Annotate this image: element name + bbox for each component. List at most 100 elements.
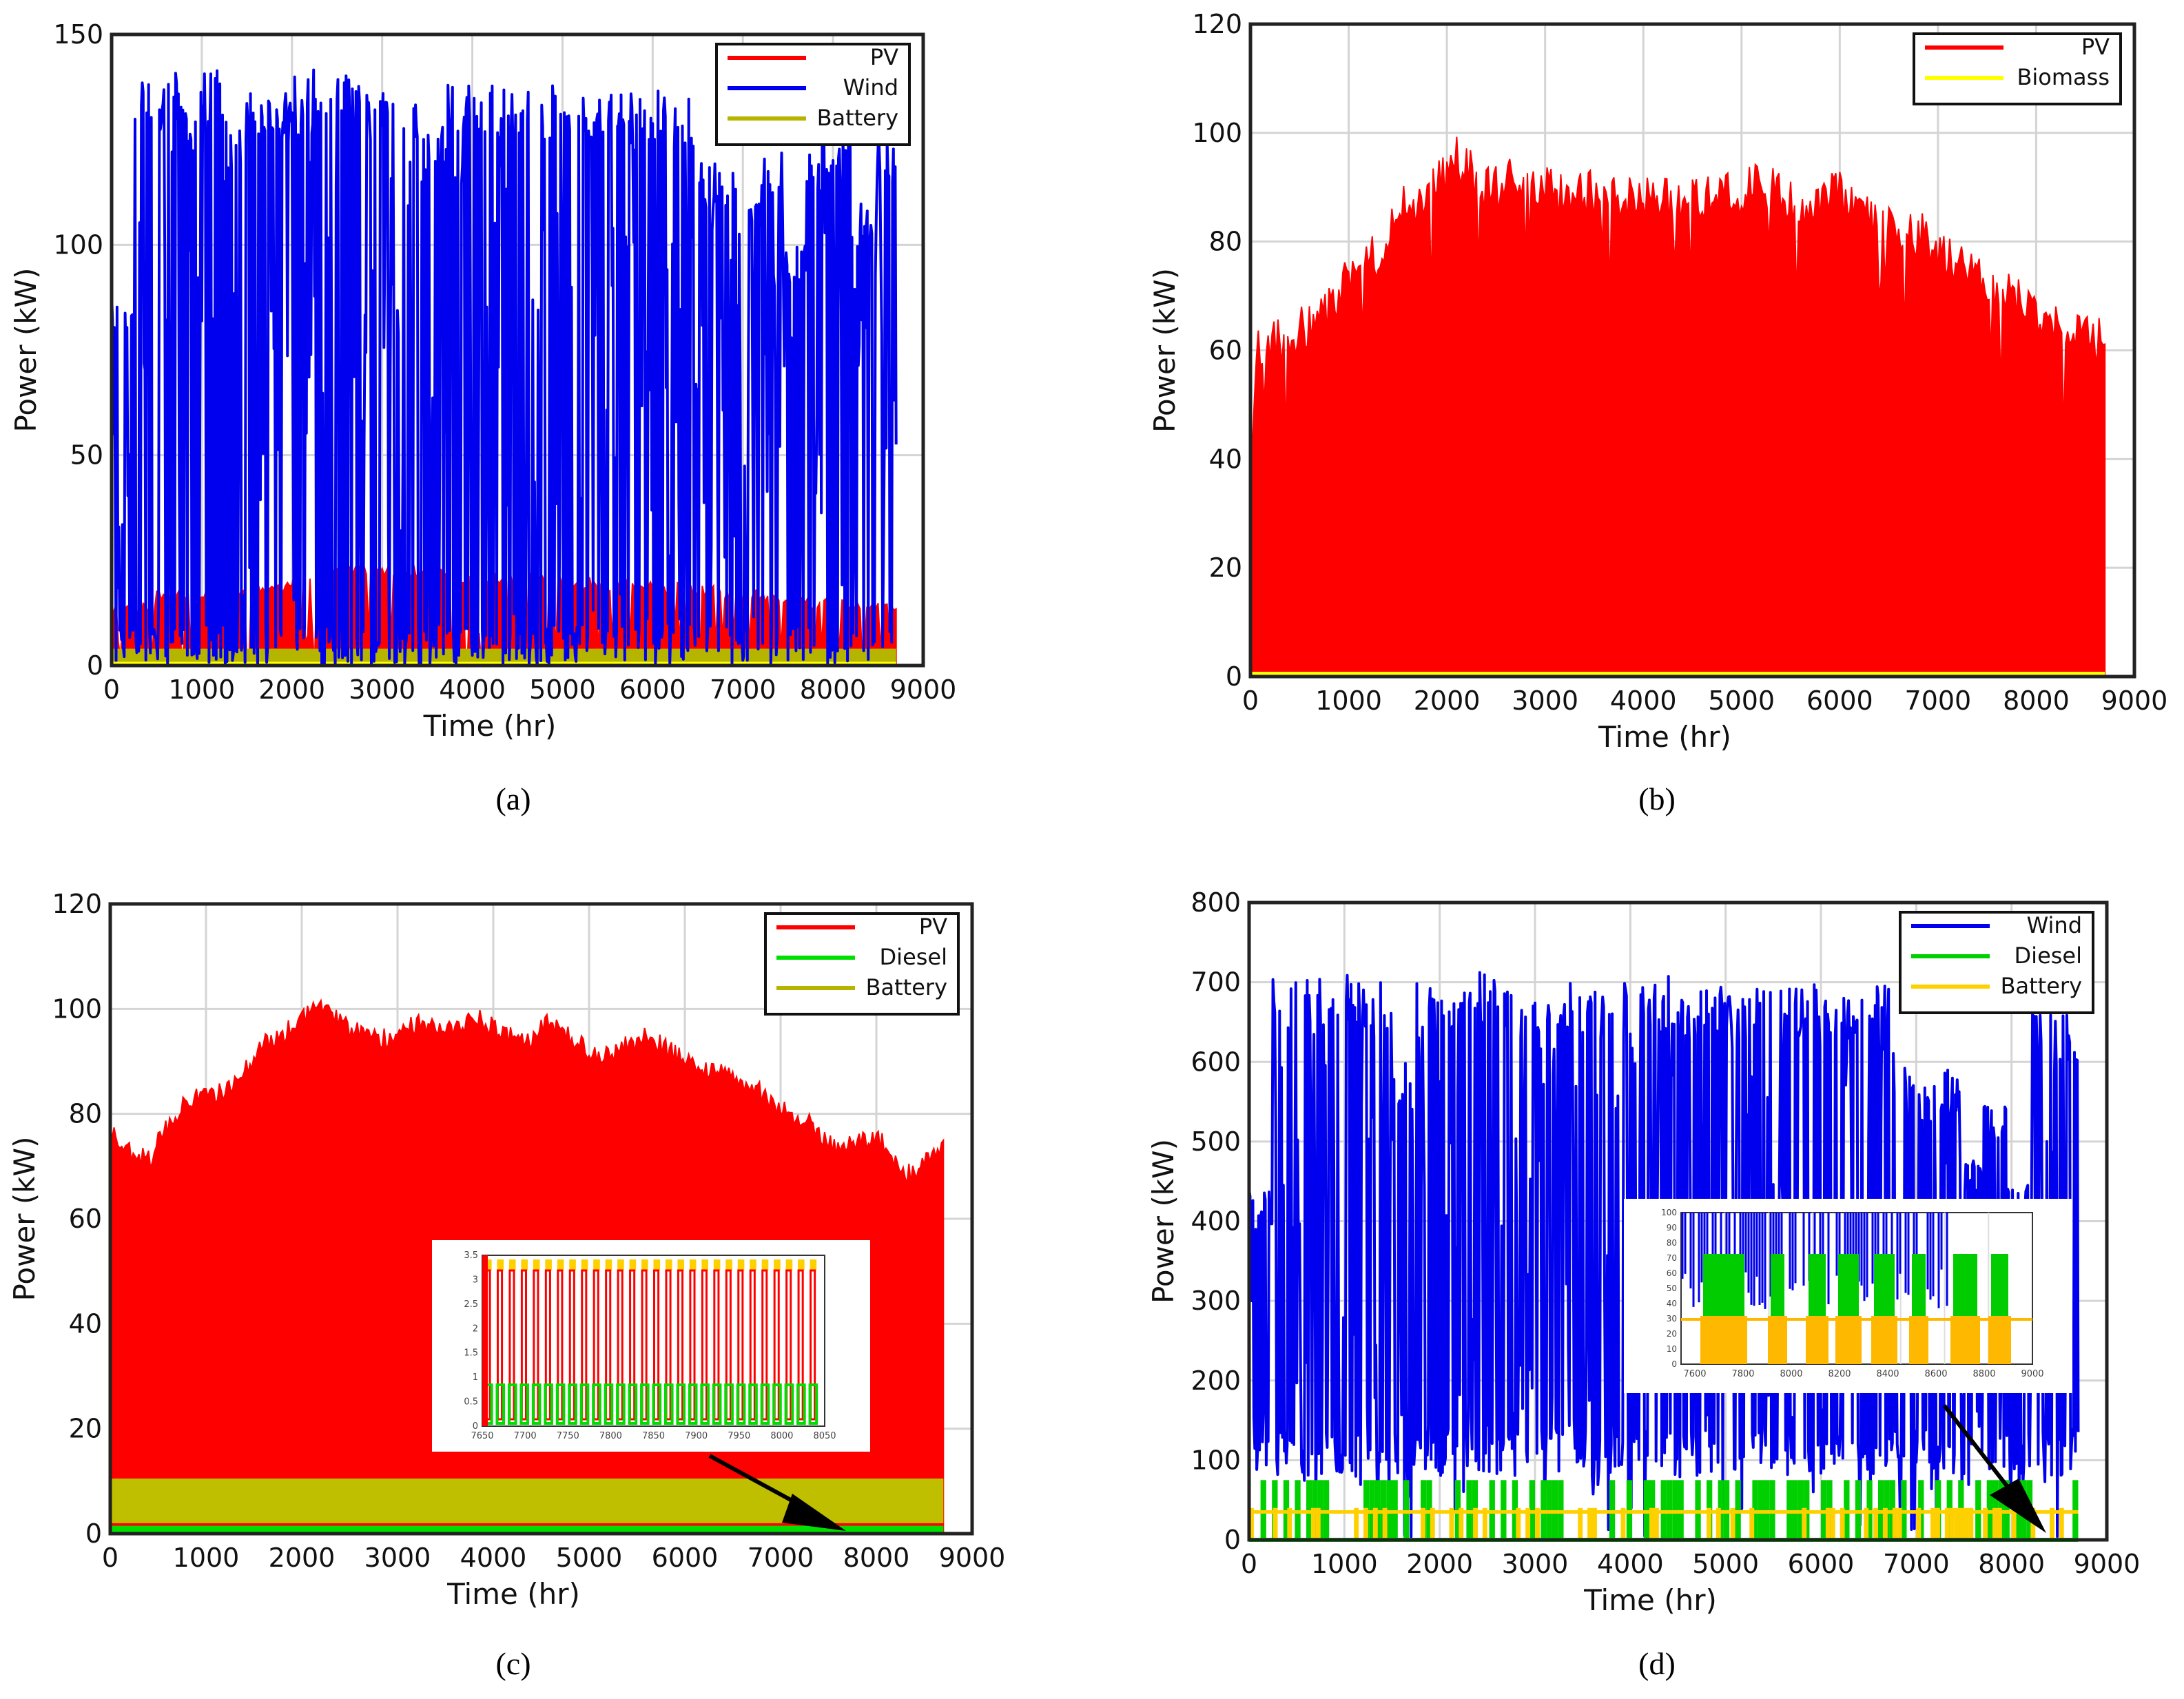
y-tick-label: 80 <box>69 1099 102 1129</box>
diesel-block <box>1735 1480 1741 1540</box>
inset-x-tick-label: 8050 <box>813 1431 836 1441</box>
inset-pv-mark <box>557 1269 564 1421</box>
legend-label-pv: PV <box>919 914 947 940</box>
diesel-block <box>1466 1480 1472 1540</box>
battery-block <box>1273 1507 1278 1540</box>
x-tick-label: 1000 <box>1315 686 1382 716</box>
legend: PV Diesel Battery <box>764 912 960 1016</box>
inset-y-tick-label: 80 <box>1667 1238 1677 1248</box>
diesel-block <box>1792 1480 1798 1540</box>
y-tick-label: 60 <box>1209 336 1242 366</box>
diesel-block <box>1626 1480 1633 1540</box>
axes-frame <box>1247 900 2109 1542</box>
inset-x-tick-label: 8000 <box>1780 1369 1802 1379</box>
inset-y-tick-label: 2 <box>473 1324 478 1334</box>
diesel-block <box>1609 1480 1616 1540</box>
diesel-block <box>1878 1480 1884 1540</box>
inset-y-tick-label: 70 <box>1667 1253 1677 1263</box>
pv-series-area <box>1250 136 2106 677</box>
inset-battery-mark <box>750 1259 756 1270</box>
inset-diesel-mark <box>808 1383 818 1425</box>
battery-block <box>1482 1507 1487 1540</box>
diesel-block <box>1758 1480 1764 1540</box>
y-axis-label: Power (kW) <box>9 268 43 433</box>
legend-label-wind: Wind <box>843 74 898 101</box>
x-tick-label: 6000 <box>652 1543 719 1573</box>
diesel-block <box>1695 1480 1701 1540</box>
inset-x-tick-label: 8200 <box>1828 1369 1851 1379</box>
x-tick-label: 2000 <box>269 1543 336 1573</box>
inset-diesel-mark <box>640 1383 650 1425</box>
inset-pv-mark <box>713 1269 720 1421</box>
inset-diesel-mark <box>495 1383 506 1425</box>
diesel-block <box>1769 1480 1775 1540</box>
axes-frame <box>1248 22 2136 679</box>
x-tick-label: 9000 <box>2101 686 2168 716</box>
battery-block <box>1249 1507 1254 1540</box>
diesel-block <box>1323 1480 1330 1540</box>
diesel-block <box>1306 1480 1312 1540</box>
inset-x-tick-label: 8400 <box>1876 1369 1899 1379</box>
inset-pv-mark <box>508 1269 515 1421</box>
inset-zoom-chart: 7650 7700 7750 7800 7850 7900 7950 8000 8050 0 0.5… <box>432 1240 870 1452</box>
battery-block <box>1525 1507 1531 1540</box>
battery-block <box>1830 1507 1835 1540</box>
inset-y-tick-label: 30 <box>1667 1314 1677 1324</box>
diesel-block <box>1797 1480 1804 1540</box>
inset-pv-mark <box>520 1269 528 1421</box>
inset-battery-mark <box>497 1259 504 1270</box>
inset-battery-mark <box>737 1259 745 1270</box>
inset-battery-mark <box>545 1259 552 1270</box>
diesel-block <box>2003 1480 2010 1540</box>
inset-battery-mark <box>677 1259 685 1270</box>
inset-pv-mark <box>581 1269 588 1421</box>
inset-pv-mark <box>773 1269 780 1421</box>
inset-y-tick-label: 0 <box>473 1421 478 1432</box>
diesel-block <box>1501 1480 1507 1540</box>
battery-block <box>1959 1507 1964 1540</box>
legend-label-biomass: Biomass <box>2017 64 2110 90</box>
inset-battery-mark <box>798 1259 805 1270</box>
x-tick-label: 5000 <box>1692 1549 1759 1579</box>
x-tick-label: 5000 <box>556 1543 623 1573</box>
y-tick-label: 100 <box>52 993 102 1024</box>
battery-block <box>1315 1507 1321 1540</box>
battery-block <box>1535 1507 1540 1540</box>
inset-battery-mark <box>810 1259 817 1270</box>
legend: Wind Diesel Battery <box>1899 911 2094 1014</box>
inset-battery-mark <box>485 1259 492 1270</box>
battery-block <box>1944 1507 1950 1540</box>
y-tick-label: 700 <box>1191 967 1241 998</box>
legend-label-wind: Wind <box>2027 912 2082 938</box>
x-tick-label: 8000 <box>843 1543 910 1573</box>
y-tick-label: 20 <box>1209 553 1242 583</box>
inset-diesel-mark <box>616 1383 626 1425</box>
y-tick-label: 50 <box>70 440 103 471</box>
y-axis-label: Power (kW) <box>8 1137 41 1301</box>
y-tick-label: 500 <box>1191 1126 1241 1157</box>
x-tick-label: 6000 <box>619 675 686 705</box>
diesel-block <box>1426 1480 1432 1540</box>
inset-y-tick-label: 3 <box>473 1275 478 1285</box>
caption-b: (b) <box>1638 781 1676 816</box>
y-tick-label: 0 <box>1224 1525 1241 1555</box>
battery-block <box>2059 1507 2064 1540</box>
battery-series <box>1249 1507 2064 1540</box>
inset-diesel-mark <box>712 1383 722 1425</box>
inset-battery-mark <box>1700 1316 1747 1364</box>
inset-battery-mark <box>569 1259 576 1270</box>
battery-block <box>1310 1507 1316 1540</box>
inset-pv-mark <box>737 1269 744 1421</box>
diesel-block <box>1643 1480 1649 1540</box>
x-tick-label: 4000 <box>1597 1549 1664 1579</box>
y-tick-label: 100 <box>1191 1445 1241 1475</box>
battery-block <box>1882 1507 1888 1540</box>
inset-x-tick-label: 7800 <box>599 1431 622 1441</box>
battery-block <box>1716 1507 1721 1540</box>
inset-battery-mark <box>581 1259 588 1270</box>
battery-block <box>1587 1507 1592 1540</box>
battery-block <box>1649 1507 1654 1540</box>
caption-a: (a) <box>495 781 530 816</box>
diesel-block <box>1512 1480 1518 1540</box>
inset-pv-mark <box>701 1269 708 1421</box>
